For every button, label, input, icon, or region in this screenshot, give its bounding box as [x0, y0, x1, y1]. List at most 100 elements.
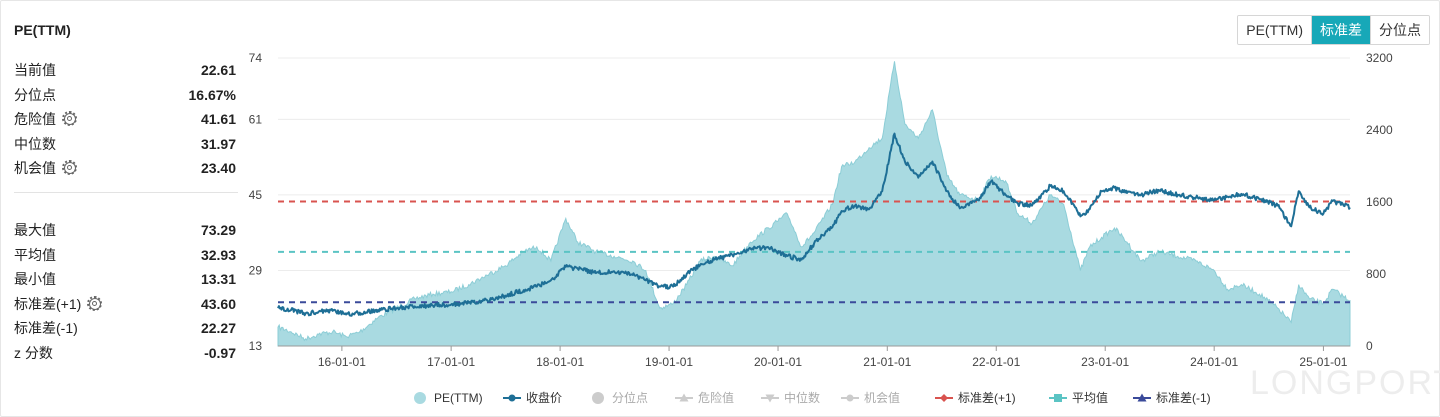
x-tick-label: 18-01-01 — [536, 355, 584, 369]
toggle-option[interactable]: 分位点 — [1371, 16, 1429, 44]
stat-label-text: 当前值 — [14, 62, 56, 79]
stat-label-text: 平均值 — [14, 246, 56, 263]
price-line-path — [277, 132, 1351, 317]
legend-marker — [508, 394, 516, 402]
metric-toggle: PE(TTM) 标准差 分位点 — [1237, 15, 1430, 45]
x-tick-label: 20-01-01 — [754, 355, 802, 369]
stat-label: 标准差(+1) — [14, 294, 103, 314]
stat-value: 31.97 — [200, 135, 236, 152]
x-tick-label: 21-01-01 — [863, 355, 911, 369]
stat-label-text: z 分数 — [14, 344, 53, 361]
stat-label: 标准差(-1) — [14, 318, 78, 338]
x-tick-label: 19-01-01 — [645, 355, 693, 369]
stat-label-text: 机会值 — [14, 160, 56, 177]
legend-label: PE(TTM) — [434, 391, 483, 405]
y-left-tick-label: 29 — [249, 263, 263, 277]
toggle-option[interactable]: PE(TTM) — [1238, 16, 1312, 44]
pe-area — [277, 61, 1351, 347]
legend-marker — [592, 392, 604, 404]
stat-row: 分位点 16.67% — [14, 83, 236, 108]
stat-value: -0.97 — [204, 344, 236, 361]
stat-label: 分位点 — [14, 85, 56, 105]
chart-legend: PE(TTM) 收盘价 分位点 危险值 中位数 机会值 标准差(+1) 平均值 标准差(-1) — [414, 390, 1211, 405]
toggle-option[interactable]: 标准差 — [1312, 16, 1371, 44]
stat-row: 最小值 13.31 — [14, 267, 236, 292]
stat-row: 最大值 73.29 — [14, 218, 236, 243]
legend-item[interactable]: 中位数 — [761, 390, 820, 405]
legend-item[interactable]: 收盘价 — [503, 390, 562, 405]
y-left-tick-label: 61 — [249, 112, 263, 126]
stat-label: 平均值 — [14, 245, 56, 265]
stat-label: 当前值 — [14, 60, 56, 80]
legend-item[interactable]: 平均值 — [1049, 390, 1108, 405]
stat-value: 32.93 — [200, 246, 236, 263]
y-right-tick-label: 1600 — [1366, 195, 1393, 209]
stat-label: 机会值 — [14, 158, 77, 178]
legend-item[interactable]: 分位点 — [592, 390, 648, 405]
x-tick-label: 16-01-01 — [318, 355, 366, 369]
stat-row: 危险值 41.61 — [14, 107, 236, 132]
stat-value: 73.29 — [200, 222, 236, 239]
stats-divider — [14, 192, 238, 193]
x-tick-label: 25-01-01 — [1299, 355, 1347, 369]
legend-label: 标准差(-1) — [1156, 391, 1211, 405]
x-tick-label: 24-01-01 — [1190, 355, 1238, 369]
gear-icon[interactable] — [87, 295, 103, 311]
y-right-tick-label: 3200 — [1366, 51, 1393, 65]
y-left-tick-label: 13 — [249, 339, 263, 353]
legend-marker — [846, 394, 854, 402]
stat-value: 22.27 — [200, 320, 236, 337]
stats-top: 当前值 22.61 分位点 16.67% 危险值 41.61 中位数 31.97 机会值 23.4… — [14, 58, 236, 181]
panel-title: PE(TTM) — [14, 22, 71, 38]
stat-label: 中位数 — [14, 134, 56, 154]
stats-bottom: 最大值 73.29 平均值 32.93 最小值 13.31 标准差(+1) 43.60 标准差(… — [14, 218, 236, 365]
stat-label-text: 标准差(-1) — [14, 320, 78, 337]
stat-row: 标准差(-1) 22.27 — [14, 316, 236, 341]
stat-label: z 分数 — [14, 343, 53, 363]
gear-icon[interactable] — [62, 111, 77, 127]
y-right-tick-label: 0 — [1366, 339, 1373, 353]
stat-row: 平均值 32.93 — [14, 243, 236, 268]
stat-row: 机会值 23.40 — [14, 156, 236, 181]
legend-item[interactable]: 危险值 — [675, 390, 734, 405]
stat-label-text: 分位点 — [14, 86, 56, 103]
legend-marker — [765, 394, 775, 403]
stat-row: z 分数 -0.97 — [14, 341, 236, 366]
legend-item[interactable]: 机会值 — [841, 390, 900, 405]
legend-item[interactable]: 标准差(+1) — [935, 391, 1016, 405]
legend-marker — [414, 392, 426, 404]
y-right-tick-label: 2400 — [1366, 123, 1393, 137]
legend-label: 危险值 — [698, 390, 734, 405]
stat-label-text: 危险值 — [14, 111, 56, 128]
y-left-tick-label: 45 — [249, 188, 263, 202]
legend-label: 收盘价 — [526, 390, 562, 405]
legend-marker — [940, 394, 948, 402]
y-left-tick-label: 74 — [249, 51, 263, 65]
stat-label: 最大值 — [14, 220, 56, 240]
stat-value: 23.40 — [200, 160, 236, 177]
stat-row: 标准差(+1) 43.60 — [14, 292, 236, 317]
x-tick-label: 23-01-01 — [1081, 355, 1129, 369]
legend-marker — [679, 393, 689, 402]
pe-area-path — [277, 61, 1351, 347]
legend-marker — [1137, 393, 1147, 402]
price-line — [277, 132, 1351, 317]
legend-item[interactable]: 标准差(-1) — [1133, 391, 1211, 405]
stat-value: 41.61 — [200, 111, 236, 128]
stat-row: 当前值 22.61 — [14, 58, 236, 83]
stat-label-text: 最大值 — [14, 222, 56, 239]
legend-label: 平均值 — [1072, 390, 1108, 405]
chart-axes: 13 29 45 61 74 0 800 1600 2400 3200 16-01-01 17-01-… — [249, 51, 1393, 369]
gear-icon[interactable] — [62, 160, 77, 176]
stat-row: 中位数 31.97 — [14, 132, 236, 157]
stat-label-text: 标准差(+1) — [14, 295, 82, 312]
legend-marker — [1054, 394, 1062, 402]
x-tick-label: 17-01-01 — [427, 355, 475, 369]
x-tick-label: 22-01-01 — [972, 355, 1020, 369]
legend-label: 中位数 — [784, 390, 820, 405]
stat-label: 危险值 — [14, 109, 77, 129]
legend-label: 分位点 — [612, 390, 648, 405]
legend-item[interactable]: PE(TTM) — [414, 391, 483, 405]
stat-label-text: 最小值 — [14, 271, 56, 288]
